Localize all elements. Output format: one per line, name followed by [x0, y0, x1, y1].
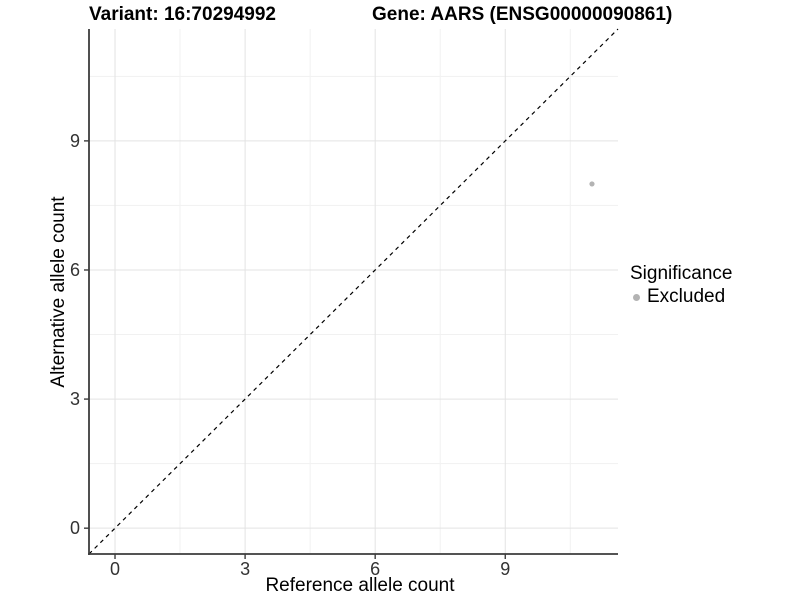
legend-item-label: Excluded: [647, 286, 726, 307]
y-tick-label: 0: [70, 518, 80, 538]
legend: Significance Excluded: [628, 263, 732, 308]
legend-item-excluded: Excluded: [633, 286, 732, 308]
y-tick-label: 9: [70, 131, 80, 151]
identity-dashed-line: [88, 28, 619, 555]
x-tick-label: 6: [370, 559, 380, 579]
x-tick-label: 0: [110, 559, 120, 579]
x-axis-title: Reference allele count: [265, 575, 455, 596]
plot-title-variant: Variant: 16:70294992: [89, 4, 276, 25]
legend-title: Significance: [630, 263, 733, 284]
legend-point-icon: [633, 293, 640, 301]
x-tick-label: 3: [240, 559, 250, 579]
y-tick-label: 3: [70, 389, 80, 409]
data-point-excluded: [589, 181, 595, 187]
y-axis-title: Alternative allele count: [48, 196, 69, 388]
plot-title-gene: Gene: AARS (ENSG00000090861): [372, 4, 673, 25]
x-tick-label: 9: [500, 559, 510, 579]
y-tick-label: 6: [70, 260, 80, 280]
